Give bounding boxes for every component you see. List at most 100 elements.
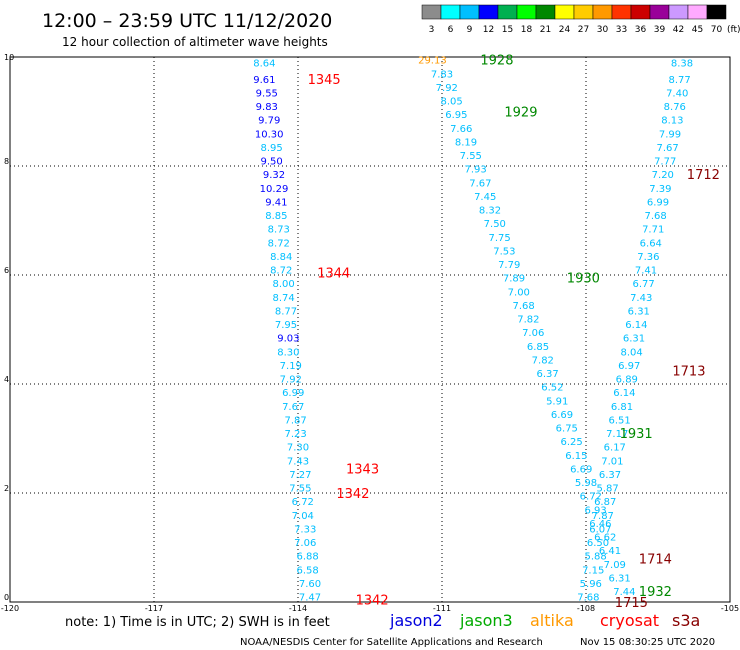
- data-points: 8.64 9.61 9.55 9.83 9.79 10.30 8.95 9.50 9.32 10.…: [253, 56, 693, 604]
- wave-height-value: 7.09: [604, 560, 626, 571]
- x-tick-label: -108: [577, 604, 595, 613]
- scale-label: 6: [448, 25, 454, 35]
- y-tick-label: 8: [4, 157, 9, 166]
- satellite-jason2: jason2: [389, 611, 443, 630]
- wave-height-value: 7.95: [275, 320, 297, 331]
- scale-label: 39: [654, 25, 666, 35]
- wave-height-value: 7.43: [630, 293, 652, 304]
- scale-unit: (ft): [727, 25, 740, 35]
- wave-height-value: 7.41: [635, 266, 657, 277]
- scale-swatch: [535, 4, 556, 20]
- wave-height-value: 7.55: [289, 484, 311, 495]
- pass-time-label: 1929: [504, 106, 537, 121]
- wave-height-value: 7.87: [284, 415, 306, 426]
- chart-title: 12:00 – 23:59 UTC 11/12/2020: [42, 10, 332, 32]
- wave-height-value: 6.77: [632, 279, 654, 290]
- scale-label: 15: [502, 25, 513, 35]
- wave-height-value: 7.45: [474, 192, 496, 203]
- wave-height-value: 7.23: [284, 429, 306, 440]
- chart-subtitle: 12 hour collection of altimeter wave hei…: [62, 35, 328, 49]
- wave-height-value: 7.19: [280, 361, 302, 372]
- wave-height-value: 8.85: [265, 211, 287, 222]
- y-tick-label: 10: [4, 53, 14, 62]
- wave-height-value: 6.69: [551, 410, 573, 421]
- satellite-s3a: s3a: [672, 611, 700, 630]
- satellite-altika: altika: [530, 611, 574, 630]
- scale-label: 24: [559, 25, 571, 35]
- pass-time-label: 1345: [308, 73, 341, 88]
- wave-height-value: 6.93: [584, 505, 606, 516]
- scale-label: 18: [521, 25, 533, 35]
- wave-height-value: 6.37: [599, 470, 621, 481]
- footer-credit: NOAA/NESDIS Center for Satellite Applica…: [240, 637, 543, 648]
- wave-height-value: 5.87: [596, 484, 618, 495]
- wave-height-value: 8.32: [479, 206, 501, 217]
- wave-height-value: 7.33: [294, 524, 316, 535]
- wave-height-value: 8.04: [620, 347, 642, 358]
- footer-timestamp: Nov 15 08:30:25 UTC 2020: [580, 637, 715, 648]
- wave-height-value: 6.81: [611, 402, 633, 413]
- pass-time-label: 1713: [672, 364, 705, 379]
- wave-height-value: 6.58: [296, 565, 318, 576]
- wave-height-value: 7.68: [512, 301, 534, 312]
- plot-grid: [10, 57, 730, 602]
- wave-height-value: 7.55: [460, 151, 482, 162]
- wave-height-value: 7.66: [450, 124, 472, 135]
- wave-height-value: 8.38: [671, 58, 693, 69]
- scale-swatch: [668, 4, 689, 20]
- y-tick-label: 6: [4, 266, 9, 275]
- wave-height-value: 7.17: [606, 429, 628, 440]
- satellite-legend: jason2 jason3 altika cryosat s3a: [389, 611, 700, 630]
- wave-height-value: 7.15: [582, 565, 604, 576]
- wave-height-value: 7.83: [431, 69, 453, 80]
- wave-height-value: 8.72: [268, 238, 290, 249]
- wave-height-value: 8.30: [277, 347, 299, 358]
- time-labels: 1345 1344 1343 1342 1342 1928 1929 1930 1931 1932…: [308, 54, 720, 611]
- scale-swatch: [687, 4, 708, 20]
- wave-height-value: 7.82: [532, 355, 554, 366]
- pass-time-label: 1712: [687, 168, 720, 183]
- wave-height-value: 7.50: [484, 219, 506, 230]
- wave-height-value: 8.74: [272, 293, 294, 304]
- wave-height-value: 7.67: [469, 178, 491, 189]
- wave-height-value: 6.31: [628, 306, 650, 317]
- wave-height-value: 6.37: [536, 369, 558, 380]
- wave-height-value: 7.53: [493, 246, 515, 257]
- scale-swatch: [497, 4, 518, 20]
- wave-height-value: 7.92: [436, 83, 458, 94]
- scale-label: 45: [692, 25, 703, 35]
- wave-height-value: 6.87: [594, 497, 616, 508]
- wave-height-value: 8.13: [661, 116, 683, 127]
- wave-height-value: 7.71: [642, 225, 664, 236]
- wave-height-value: 7.89: [503, 274, 525, 285]
- wave-height-value: 6.62: [594, 533, 616, 544]
- scale-swatch: [611, 4, 632, 20]
- wave-height-value: 7.99: [659, 129, 681, 140]
- wave-height-value: 9.50: [260, 157, 282, 168]
- color-scale-legend: 3 6 9 12 15 18 21 24 27 30 33 36 39 42 45 70 (ft): [421, 4, 740, 35]
- wave-height-value: 7.06: [522, 328, 544, 339]
- wave-height-value: 9.61: [253, 75, 275, 86]
- scale-label: 70: [711, 25, 723, 35]
- pass-time-label: 1931: [620, 427, 653, 442]
- wave-height-value: 7.92: [280, 375, 302, 386]
- wave-height-value: 7.39: [649, 184, 671, 195]
- wave-height-value: 8.64: [253, 58, 275, 69]
- wave-height-value: 9.55: [256, 88, 278, 99]
- wave-height-value: 9.79: [258, 116, 280, 127]
- pass-time-label: 1932: [639, 585, 672, 600]
- wave-height-value: 7.00: [508, 287, 530, 298]
- wave-height-value: 6.88: [296, 552, 318, 563]
- wave-height-value: 7.82: [517, 315, 539, 326]
- wave-height-value: 6.41: [599, 546, 621, 557]
- wave-height-value: 7.43: [287, 456, 309, 467]
- scale-swatch: [554, 4, 575, 20]
- pass-time-label: 1714: [639, 552, 672, 567]
- scale-swatch: [649, 4, 670, 20]
- wave-height-value: 8.84: [270, 252, 292, 263]
- wave-height-value: 6.72: [580, 492, 602, 503]
- scale-swatch: [440, 4, 461, 20]
- wave-height-value: 7.68: [644, 211, 666, 222]
- pass-time-label: 1715: [615, 596, 648, 611]
